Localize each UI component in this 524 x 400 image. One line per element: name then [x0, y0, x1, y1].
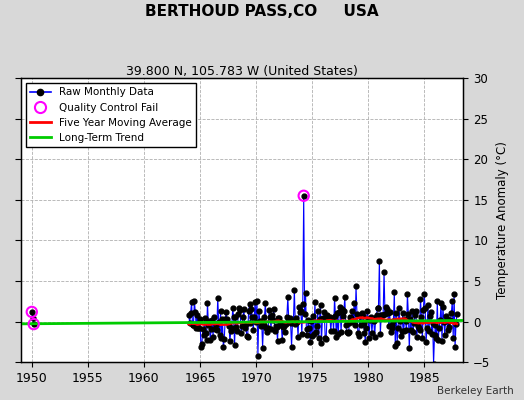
- Legend: Raw Monthly Data, Quality Control Fail, Five Year Moving Average, Long-Term Tren: Raw Monthly Data, Quality Control Fail, …: [26, 83, 196, 147]
- Text: Berkeley Earth: Berkeley Earth: [437, 386, 514, 396]
- Point: [300, 192, 308, 199]
- Y-axis label: Temperature Anomaly (°C): Temperature Anomaly (°C): [496, 141, 509, 299]
- Point: [29, 321, 38, 327]
- Text: BERTHOUD PASS,CO     USA: BERTHOUD PASS,CO USA: [145, 4, 379, 19]
- Point: [28, 309, 36, 315]
- Title: 39.800 N, 105.783 W (United States): 39.800 N, 105.783 W (United States): [126, 65, 358, 78]
